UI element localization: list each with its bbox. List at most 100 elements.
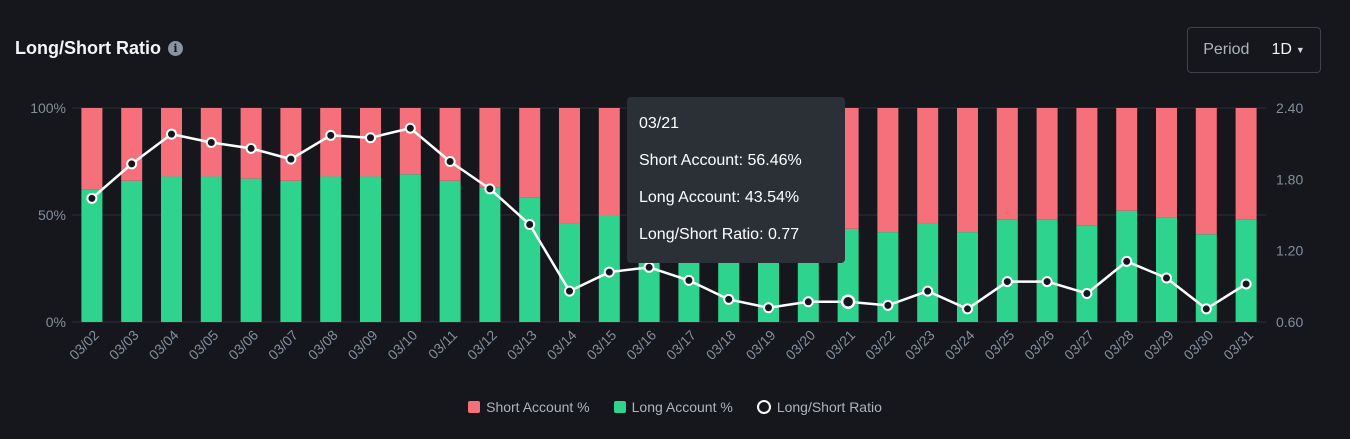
ratio-point bbox=[86, 192, 98, 204]
legend-item-ratio[interactable]: Long/Short Ratio bbox=[756, 399, 882, 415]
x-tick-label: 03/13 bbox=[504, 327, 540, 363]
x-tick-label: 03/21 bbox=[822, 327, 858, 363]
x-tick-label: 03/03 bbox=[106, 327, 142, 363]
x-tick-label: 03/26 bbox=[1021, 327, 1057, 363]
ratio-point bbox=[1001, 276, 1013, 288]
ratio-point bbox=[166, 128, 177, 140]
bar-long bbox=[280, 180, 302, 322]
x-tick-label: 03/22 bbox=[862, 327, 898, 363]
bar-short bbox=[1036, 108, 1058, 220]
bar-short bbox=[877, 108, 899, 233]
bar-long bbox=[877, 232, 899, 322]
x-tick-label: 03/31 bbox=[1220, 327, 1256, 363]
ratio-point bbox=[922, 285, 934, 297]
page-title: Long/Short Ratio bbox=[15, 38, 161, 58]
bar-short bbox=[957, 108, 978, 233]
x-tick-label: 03/16 bbox=[623, 327, 659, 363]
tooltip-long: Long Account: 43.54% bbox=[639, 189, 800, 206]
bar-short bbox=[917, 108, 939, 224]
legend-ratio-label: Long/Short Ratio bbox=[776, 399, 882, 415]
bar-long bbox=[161, 176, 182, 322]
ratio-point bbox=[1161, 272, 1172, 284]
x-tick-label: 03/19 bbox=[743, 327, 779, 363]
ratio-point bbox=[1081, 287, 1093, 299]
bar-short bbox=[161, 108, 182, 177]
bar-long bbox=[479, 187, 501, 322]
period-label: Period bbox=[1203, 41, 1250, 58]
x-tick-label: 03/08 bbox=[305, 327, 341, 363]
period-value: 1D bbox=[1271, 41, 1292, 58]
bar-long bbox=[121, 180, 143, 322]
y-left-tick-label: 100% bbox=[30, 100, 66, 116]
ratio-line bbox=[91, 126, 1247, 311]
ratio-point bbox=[802, 296, 814, 308]
ratio-point bbox=[126, 158, 138, 170]
ratio-point bbox=[1200, 303, 1212, 315]
ratio-marker bbox=[756, 400, 771, 414]
bar-short bbox=[280, 108, 302, 181]
x-tick-label: 03/14 bbox=[544, 327, 580, 363]
x-tick-label: 03/02 bbox=[66, 327, 102, 363]
legend-item-long[interactable]: Long Account % bbox=[613, 399, 733, 415]
bar-long bbox=[439, 180, 461, 322]
bar-long bbox=[399, 174, 421, 322]
chart-tooltip: 03/21 Short Account: 56.46% Long Account… bbox=[627, 97, 845, 263]
bar-long bbox=[996, 219, 1018, 322]
x-tick-label: 03/30 bbox=[1180, 327, 1216, 363]
bar-short bbox=[399, 108, 421, 175]
bar-short bbox=[479, 108, 501, 188]
chart-header: Long/Short Ratio i bbox=[15, 38, 183, 59]
bar-long bbox=[360, 176, 381, 322]
ratio-point bbox=[564, 285, 575, 297]
ratio-point bbox=[444, 156, 456, 167]
tooltip-date: 03/21 bbox=[639, 115, 680, 132]
bar-short bbox=[1235, 108, 1257, 220]
bar-long bbox=[1036, 219, 1058, 322]
ratio-point bbox=[683, 274, 695, 286]
y-right-tick-label: 1.80 bbox=[1276, 171, 1303, 187]
tooltip-short: Short Account: 56.46% bbox=[639, 152, 802, 169]
legend-long-label: Long Account % bbox=[631, 399, 733, 415]
long-swatch bbox=[613, 401, 626, 413]
ratio-point bbox=[1240, 278, 1252, 290]
ratio-point bbox=[404, 122, 416, 134]
bar-long bbox=[1156, 217, 1177, 322]
x-tick-label: 03/24 bbox=[942, 327, 978, 363]
bar-long bbox=[81, 189, 103, 322]
ratio-point bbox=[205, 136, 217, 148]
info-icon[interactable]: i bbox=[167, 41, 183, 56]
x-tick-label: 03/15 bbox=[583, 327, 619, 363]
ratio-point bbox=[723, 293, 735, 305]
chart-legend: Short Account % Long Account % Long/Shor… bbox=[0, 399, 1350, 415]
y-right-tick-label: 1.20 bbox=[1276, 243, 1303, 259]
x-tick-label: 03/27 bbox=[1061, 327, 1097, 363]
ratio-point bbox=[1121, 255, 1133, 267]
bar-long bbox=[559, 223, 580, 322]
bar-long bbox=[1195, 234, 1217, 322]
ratio-point bbox=[245, 142, 257, 154]
x-tick-label: 03/12 bbox=[464, 327, 500, 363]
x-tick-label: 03/04 bbox=[146, 327, 182, 363]
bar-long bbox=[519, 197, 541, 322]
bar-short bbox=[996, 108, 1018, 220]
x-tick-label: 03/10 bbox=[384, 327, 420, 363]
bar-short bbox=[1076, 108, 1098, 226]
legend-item-short[interactable]: Short Account % bbox=[468, 399, 590, 415]
bar-long bbox=[240, 178, 262, 322]
period-dropdown[interactable]: 1D ▼ bbox=[1271, 41, 1304, 59]
short-swatch bbox=[468, 401, 481, 413]
x-tick-label: 03/25 bbox=[981, 327, 1017, 363]
legend-short-label: Short Account % bbox=[486, 399, 590, 415]
bar-short bbox=[598, 108, 620, 215]
bar-short bbox=[320, 108, 342, 177]
ratio-point bbox=[484, 183, 496, 195]
bar-long bbox=[957, 232, 978, 322]
bar-long bbox=[1076, 225, 1098, 322]
period-selector[interactable]: Period 1D ▼ bbox=[1187, 27, 1321, 73]
y-right-tick-label: 2.40 bbox=[1276, 100, 1303, 116]
x-tick-label: 03/06 bbox=[225, 327, 261, 363]
bar-short bbox=[519, 108, 541, 198]
ratio-point-active bbox=[840, 294, 856, 310]
x-tick-label: 03/23 bbox=[902, 327, 938, 363]
